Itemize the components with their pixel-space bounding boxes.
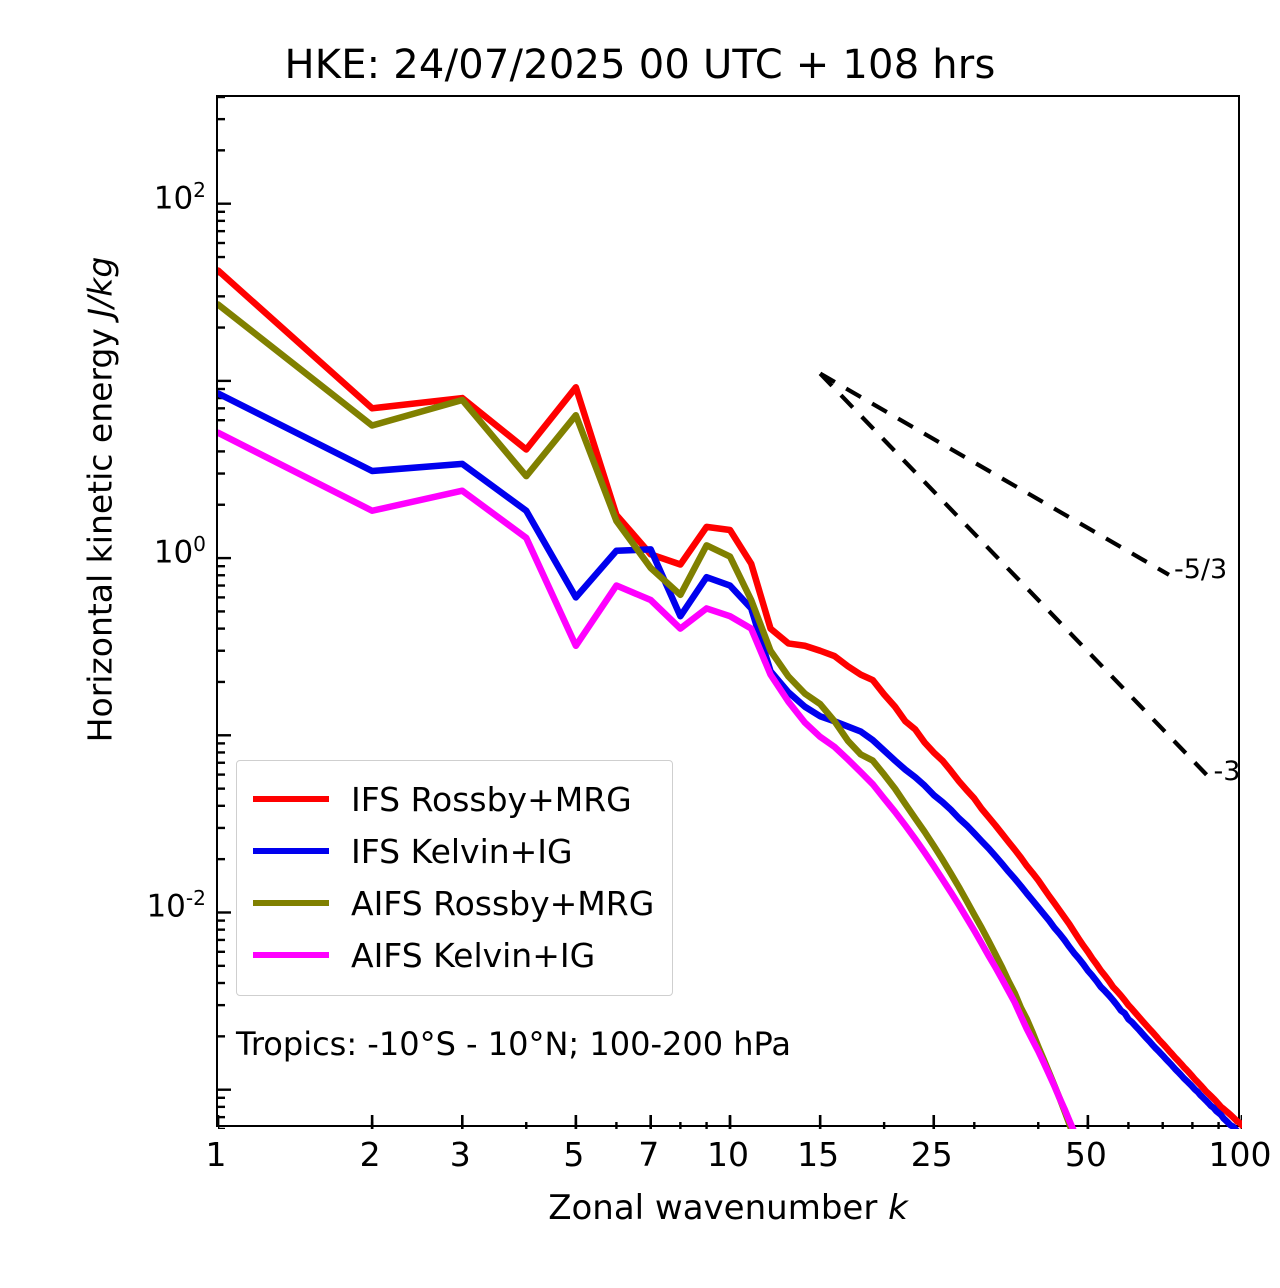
x-tick-label: 25 xyxy=(910,1135,953,1174)
slope-label--3: -3 xyxy=(1213,755,1241,787)
legend-item[interactable]: IFS Rossby+MRG xyxy=(253,773,654,825)
x-axis-label: Zonal wavenumber k xyxy=(216,1188,1240,1228)
legend: IFS Rossby+MRG IFS Kelvin+IG AIFS Rossby… xyxy=(236,760,674,996)
x-tick-label: 1 xyxy=(205,1135,227,1174)
legend-item[interactable]: AIFS Kelvin+IG xyxy=(253,929,654,981)
legend-swatch-ifs-rossby-mrg xyxy=(253,796,329,802)
y-tick-label: 10-2 xyxy=(146,886,206,925)
x-tick-label: 2 xyxy=(359,1135,381,1174)
slope-lines xyxy=(818,371,1210,779)
legend-label-aifs-rossby-mrg: AIFS Rossby+MRG xyxy=(351,883,655,923)
y-axis-label-text: Horizontal kinetic energy xyxy=(80,317,120,743)
chart-title: HKE: 24/07/2025 00 UTC + 108 hrs xyxy=(284,42,996,88)
y-axis-label-units: J/kg xyxy=(80,256,120,318)
series-line-ifs-rossby-mrg xyxy=(218,267,1242,1129)
legend-item[interactable]: AIFS Rossby+MRG xyxy=(253,877,654,929)
x-axis-label-symbol: k xyxy=(888,1188,908,1228)
legend-swatch-ifs-kelvin-ig xyxy=(253,848,329,854)
x-tick-label: 5 xyxy=(563,1135,585,1174)
y-axis-label: Horizontal kinetic energy J/kg xyxy=(81,150,120,850)
x-tick-label: 3 xyxy=(449,1135,471,1174)
series-line-aifs-rossby-mrg xyxy=(218,301,1075,1129)
region-annotation: Tropics: -10°S - 10°N; 100-200 hPa xyxy=(236,1025,791,1063)
x-axis-label-text: Zonal wavenumber xyxy=(548,1188,889,1228)
x-tick-label: 7 xyxy=(638,1135,660,1174)
legend-swatch-aifs-kelvin-ig xyxy=(253,952,329,958)
plot-canvas xyxy=(218,97,1242,1129)
series-group xyxy=(218,267,1242,1129)
series-line-aifs-kelvin-ig xyxy=(218,429,1077,1129)
slope-line--3 xyxy=(818,372,1210,779)
legend-label-aifs-kelvin-ig: AIFS Kelvin+IG xyxy=(351,935,596,975)
slope-line--5-3 xyxy=(819,371,1171,577)
legend-swatch-aifs-rossby-mrg xyxy=(253,900,329,906)
y-tick-label: 102 xyxy=(153,177,206,216)
x-tick-label: 50 xyxy=(1064,1135,1107,1174)
legend-label-ifs-rossby-mrg: IFS Rossby+MRG xyxy=(351,779,632,819)
legend-item[interactable]: IFS Kelvin+IG xyxy=(253,825,654,877)
slope-label--5-3: -5/3 xyxy=(1173,553,1228,585)
x-tick-label: 10 xyxy=(707,1135,749,1174)
series-line-ifs-kelvin-ig xyxy=(218,390,1240,1129)
x-tick-label: 15 xyxy=(797,1135,840,1174)
x-tick-label: 100 xyxy=(1208,1135,1272,1174)
y-tick-label: 100 xyxy=(153,532,206,571)
legend-label-ifs-kelvin-ig: IFS Kelvin+IG xyxy=(351,831,573,871)
